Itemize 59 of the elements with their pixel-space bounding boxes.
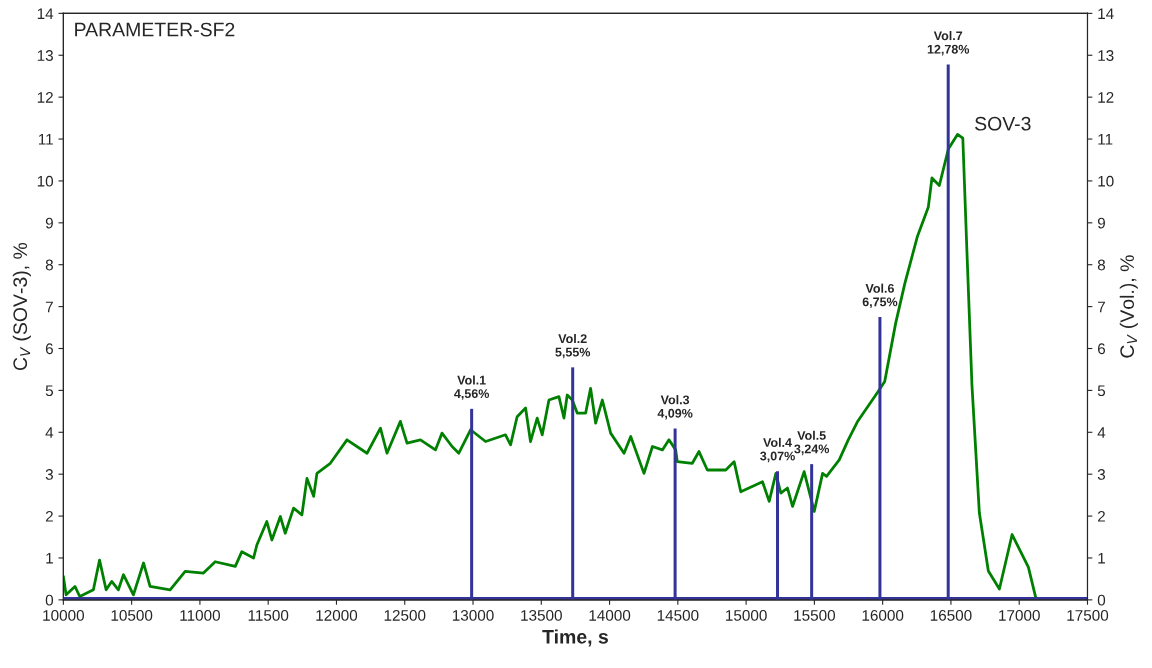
y-tick-label: 0 bbox=[45, 594, 54, 606]
y2-tick-label: 4 bbox=[1097, 427, 1106, 438]
x-tick-label: 11000 bbox=[180, 609, 220, 621]
y-tick-label: 10 bbox=[37, 175, 54, 187]
y2-tick-label: 12 bbox=[1098, 92, 1114, 103]
y2-tick-label: 10 bbox=[1098, 175, 1114, 187]
y2-tick-label: 11 bbox=[1098, 134, 1113, 145]
y2-tick-label: 14 bbox=[1098, 8, 1114, 19]
x-tick-label: 10000 bbox=[43, 609, 85, 621]
y2-tick-label: 9 bbox=[1097, 217, 1105, 229]
y-tick-label: 1 bbox=[46, 553, 53, 564]
y-tick-label: 13 bbox=[37, 50, 53, 61]
y-tick-label: 14 bbox=[37, 8, 54, 19]
x-tick-label: 16500 bbox=[930, 609, 972, 621]
y2-tick-label: 3 bbox=[1097, 469, 1106, 480]
x-tick-label: 15500 bbox=[794, 609, 836, 621]
series-label: SOV-3 bbox=[975, 116, 1031, 131]
data-label: Vol.3 4,09% bbox=[657, 395, 693, 420]
y-tick-label: 3 bbox=[45, 469, 53, 480]
x-tick-label: 14000 bbox=[589, 609, 631, 621]
y-tick-label: 2 bbox=[45, 510, 53, 522]
y-tick-label: 9 bbox=[45, 217, 53, 229]
y-tick-label: 12 bbox=[37, 92, 53, 103]
y2-tick-label: 7 bbox=[1097, 301, 1105, 313]
y2-axis-title: C$_{V}$ (Vol.), % bbox=[1119, 255, 1138, 358]
y2-tick-label: 8 bbox=[1097, 259, 1106, 271]
x-tick-label: 14500 bbox=[657, 609, 699, 621]
x-tick-label: 16000 bbox=[862, 609, 904, 621]
x-tick-label: 15000 bbox=[726, 609, 767, 621]
line-series bbox=[63, 133, 1038, 600]
y-tick-label: 8 bbox=[45, 259, 53, 271]
y2-tick-label: 1 bbox=[1098, 553, 1105, 564]
y-tick-label: 11 bbox=[38, 134, 53, 145]
y-tick-label: 6 bbox=[45, 343, 53, 355]
data-label: Vol.6 6,75% bbox=[862, 283, 898, 309]
x-tick-label: 11500 bbox=[248, 609, 289, 621]
x-tick-label: 12500 bbox=[384, 609, 426, 621]
data-label: Vol.2 5,55% bbox=[555, 333, 591, 359]
x-tick-label: 17500 bbox=[1067, 609, 1109, 621]
x-tick-label: 12000 bbox=[316, 609, 358, 621]
data-label: Vol.4 3,07% bbox=[760, 437, 795, 463]
y-tick-label: 4 bbox=[45, 427, 54, 438]
y2-tick-label: 13 bbox=[1098, 50, 1114, 61]
y2-tick-label: 0 bbox=[1097, 594, 1106, 606]
x-tick-label: 10500 bbox=[111, 609, 153, 621]
y-axis-title: C$_{V}$ (SOV-3), % bbox=[12, 242, 31, 371]
chart-title: PARAMETER-SF2 bbox=[75, 22, 235, 37]
x-tick-label: 17000 bbox=[999, 609, 1040, 621]
y2-tick-label: 6 bbox=[1097, 343, 1106, 355]
y2-tick-label: 5 bbox=[1097, 385, 1106, 397]
y-tick-label: 7 bbox=[45, 301, 53, 313]
y-tick-label: 5 bbox=[45, 385, 53, 397]
x-tick-label: 13000 bbox=[452, 609, 494, 621]
x-axis-title: Time, s bbox=[542, 629, 608, 647]
data-label: Vol.1 4,56% bbox=[454, 375, 490, 400]
data-label: Vol.5 3,24% bbox=[794, 430, 830, 456]
x-tick-label: 13500 bbox=[521, 609, 562, 621]
y2-tick-label: 2 bbox=[1097, 510, 1105, 522]
data-label: Vol.7 12,78% bbox=[927, 31, 970, 56]
